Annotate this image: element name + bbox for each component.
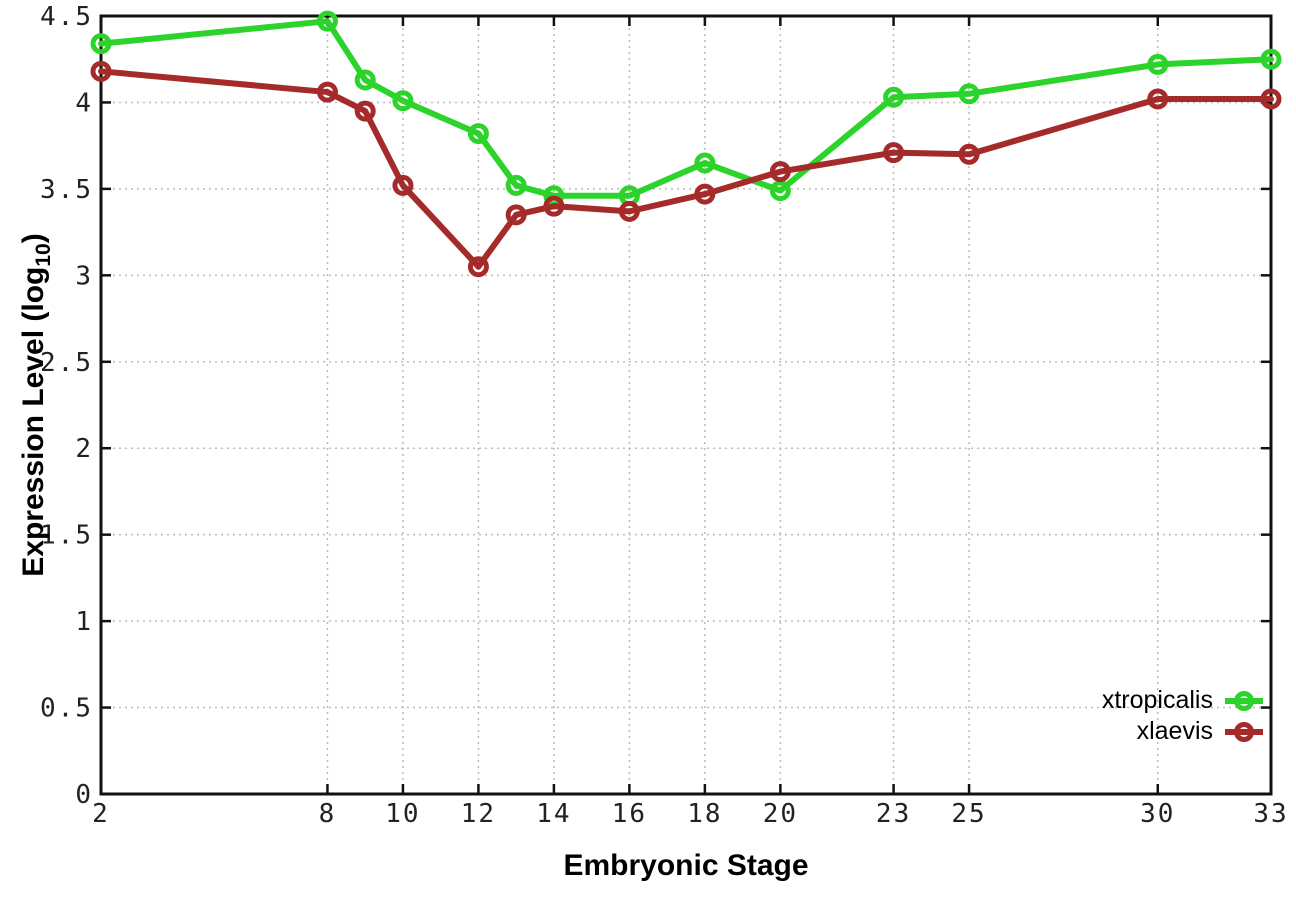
x-tick-label: 18 xyxy=(687,799,722,829)
series-xtropicalis xyxy=(90,10,1282,207)
legend-line-sample-xtropicalis xyxy=(1225,690,1263,711)
y-tick-label: 3.5 xyxy=(40,175,93,205)
y-tick-label: 3 xyxy=(75,261,93,291)
x-tick-label: 33 xyxy=(1253,799,1288,829)
x-tick-label: 8 xyxy=(319,799,337,829)
y-tick-label: 4.5 xyxy=(40,2,93,32)
data-point-xtropicalis xyxy=(505,174,527,196)
legend-item-xlaevis: xlaevis xyxy=(1137,716,1263,747)
data-point-xtropicalis xyxy=(354,69,376,91)
data-point-xlaevis xyxy=(354,100,376,122)
data-point-xlaevis xyxy=(618,200,640,222)
y-axis-title: Expression Level (log10) xyxy=(17,233,55,577)
y-axis-title-suffix: ) xyxy=(17,233,50,244)
plot-border xyxy=(99,14,1273,796)
data-point-xlaevis xyxy=(883,142,905,164)
series-line-xlaevis xyxy=(98,68,1274,270)
data-point-xtropicalis xyxy=(769,180,791,202)
legend-marker-icon xyxy=(1234,690,1254,711)
legend: xtropicalis xlaevis xyxy=(1102,685,1263,747)
data-point-xlaevis xyxy=(392,174,414,196)
gridlines xyxy=(101,16,1271,794)
data-point-xlaevis xyxy=(769,161,791,183)
y-axis-title-subscript: 10 xyxy=(32,243,55,267)
data-point-xlaevis xyxy=(694,183,716,205)
y-tick-label: 2 xyxy=(75,434,93,464)
legend-marker-icon xyxy=(1234,721,1254,742)
tick-labels: 2 8 10 12 14 16 18 20 23 25 30 33 0 0.5 1 1.5 2 2.5 3 3.5 4 4… xyxy=(40,2,1288,829)
x-tick-label: 30 xyxy=(1140,799,1175,829)
y-tick-label: 1.5 xyxy=(40,521,93,551)
y-tick-label: 4 xyxy=(75,88,93,118)
x-tick-label: 12 xyxy=(461,799,496,829)
data-point-xtropicalis xyxy=(392,90,414,112)
data-point-xlaevis xyxy=(543,195,565,217)
data-point-xlaevis xyxy=(1260,88,1282,110)
data-point-xtropicalis xyxy=(316,10,338,32)
data-point-xtropicalis xyxy=(467,123,489,145)
data-point-xlaevis xyxy=(505,204,527,226)
x-tick-label: 20 xyxy=(763,799,798,829)
legend-label-xlaevis: xlaevis xyxy=(1136,717,1213,745)
data-point-xtropicalis xyxy=(1147,53,1169,75)
data-point-xlaevis xyxy=(958,143,980,165)
y-tick-label: 0.5 xyxy=(40,694,93,724)
y-tick-label: 0 xyxy=(75,780,93,810)
x-tick-label: 16 xyxy=(612,799,647,829)
data-point-xlaevis xyxy=(90,60,112,82)
data-point-xtropicalis xyxy=(90,33,112,55)
data-point-xtropicalis xyxy=(1260,48,1282,70)
data-point-xlaevis xyxy=(1147,88,1169,110)
x-tick-label: 23 xyxy=(876,799,911,829)
tick-marks xyxy=(99,14,1273,796)
x-tick-label: 14 xyxy=(536,799,571,829)
data-point-xlaevis xyxy=(316,81,338,103)
x-axis-title: Embryonic Stage xyxy=(563,849,809,882)
data-point-xtropicalis xyxy=(694,152,716,174)
y-tick-label: 2.5 xyxy=(40,348,93,378)
data-point-xtropicalis xyxy=(958,83,980,105)
x-tick-label: 10 xyxy=(385,799,420,829)
series-xlaevis xyxy=(90,60,1282,278)
data-point-xlaevis xyxy=(467,256,489,278)
legend-line-sample-xlaevis xyxy=(1225,721,1263,742)
legend-label-xtropicalis: xtropicalis xyxy=(1101,686,1213,714)
data-point-xtropicalis xyxy=(883,86,905,108)
y-tick-label: 1 xyxy=(75,607,93,637)
x-tick-label: 2 xyxy=(92,799,110,829)
y-axis-title-text: Expression Level (log xyxy=(17,266,50,577)
series-line-xtropicalis xyxy=(98,18,1274,199)
legend-item-xtropicalis: xtropicalis xyxy=(1102,685,1263,716)
x-tick-label: 25 xyxy=(951,799,986,829)
